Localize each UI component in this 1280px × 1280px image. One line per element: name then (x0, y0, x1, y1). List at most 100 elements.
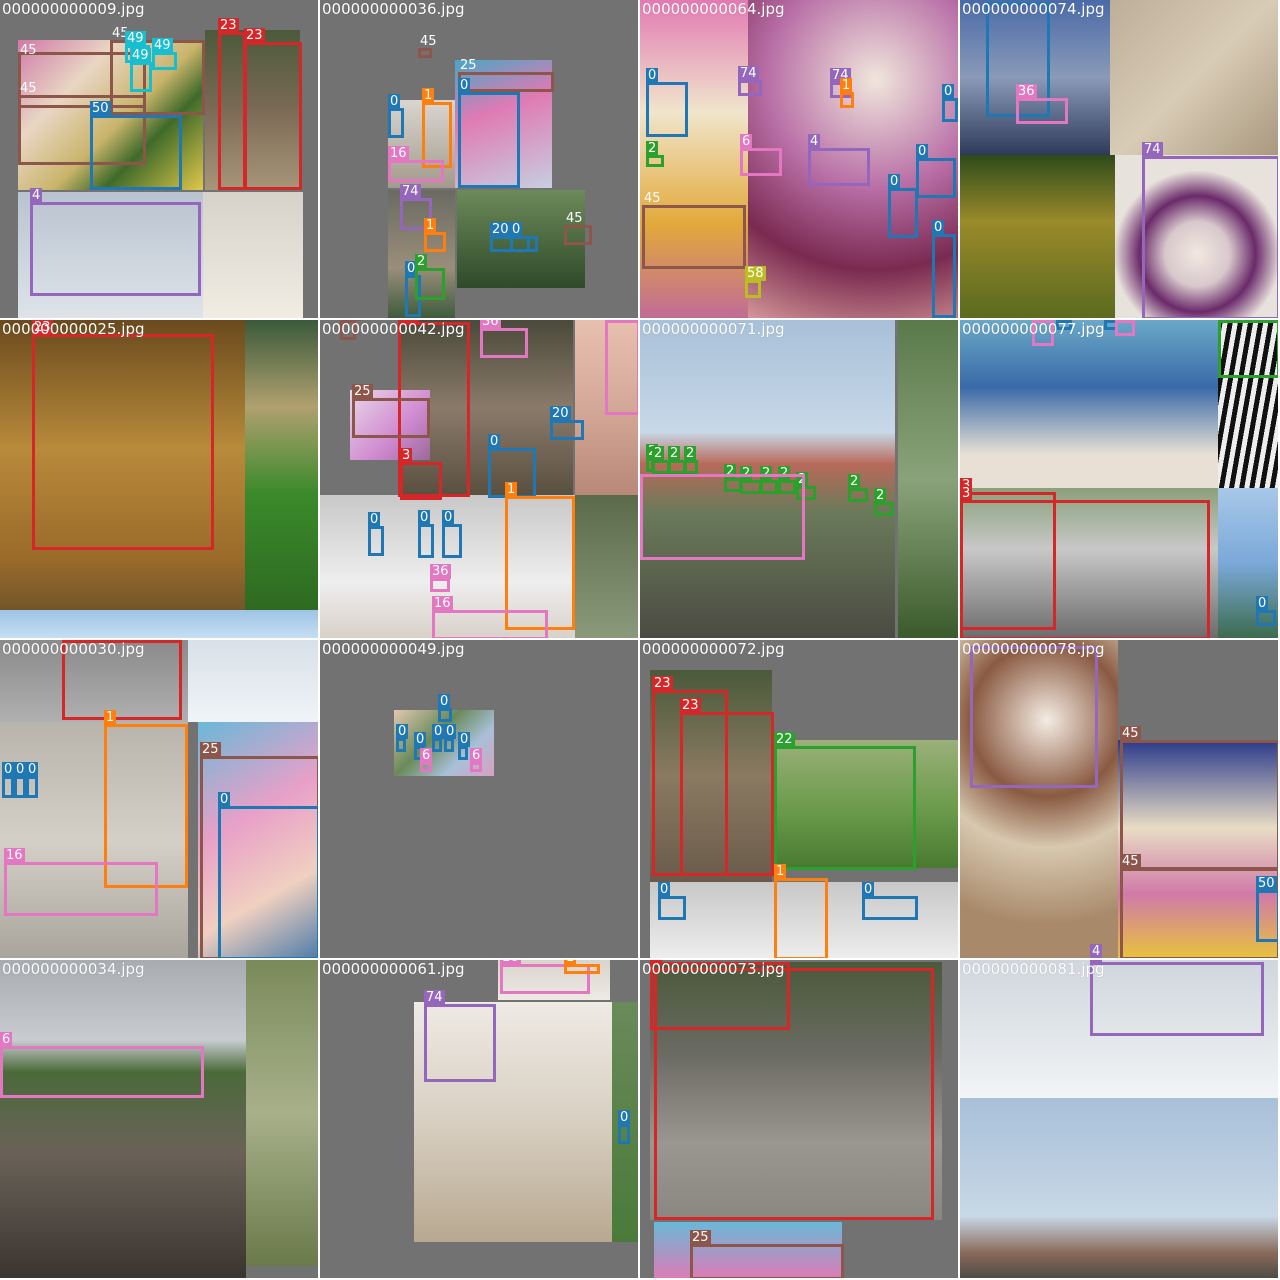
bbox-label: 2 (652, 446, 665, 461)
photo-railway (0, 960, 246, 1278)
bbox-label: 36 (1032, 320, 1053, 321)
bbox-label: 1 (424, 218, 437, 233)
bbox-zebra: 20 (550, 406, 584, 440)
bbox-clock (970, 646, 1098, 788)
file-name: 000000000034.jpg (2, 960, 145, 978)
bbox-airplane: 4 (1090, 960, 1264, 1036)
photo-wheel (0, 640, 188, 722)
bbox-label: 50 (90, 101, 111, 116)
bbox-bicycle: 1 (424, 218, 446, 252)
bbox-label: 0 (888, 174, 901, 189)
photo-airplane (18, 192, 203, 318)
bbox-label: 1 (774, 864, 787, 879)
bbox-person: 0 (438, 694, 452, 722)
bbox-car: 2 (760, 466, 778, 494)
bbox-label: 20 (490, 222, 511, 237)
mosaic-cell: 000000000042.jpg 75 23 36 16 25 20 0 3 1… (320, 320, 640, 640)
file-name: 000000000042.jpg (322, 320, 465, 338)
bbox-car: 2 (415, 254, 445, 300)
bbox-label: 25 (690, 1230, 711, 1245)
file-name: 000000000071.jpg (642, 320, 785, 338)
bbox-label: 0 (942, 84, 955, 99)
bbox-label: 2 (668, 446, 681, 461)
mosaic-cell: 000000000064.jpg 0 74 74 1 0 2 6 4 0 0 4… (640, 0, 960, 320)
bbox-bicycle: 1 (104, 710, 188, 888)
bbox-label: 2 (760, 466, 773, 481)
bbox-person: 0 (418, 510, 434, 558)
bbox-label: 25 (460, 58, 477, 73)
bbox-label: 0 (458, 78, 471, 93)
bbox-zebra: 22 (1218, 320, 1278, 378)
bbox-person: 0 (368, 512, 384, 556)
bbox-label: 75 (340, 320, 361, 321)
bbox-person: 0 (916, 144, 956, 198)
bbox-label: 2 (646, 141, 659, 156)
bbox-label: 0 (218, 792, 231, 807)
bbox-label: 1 (104, 710, 117, 725)
photo-leaves-71 (898, 320, 958, 638)
bbox-label: 49 (125, 31, 146, 46)
bbox-label: 50 (1256, 876, 1277, 891)
bbox-label: 16 (432, 596, 453, 611)
bbox-label: 3 (400, 448, 413, 463)
bbox-person: 0 (405, 261, 421, 317)
bbox-label: 0 (442, 510, 455, 525)
bbox-label: 58 (745, 266, 766, 281)
bbox-motorcycle: 3 (960, 486, 1210, 638)
bbox-label: 4 (30, 188, 43, 203)
bbox-person: 0 (646, 68, 688, 137)
bbox-car: 2 (646, 141, 664, 167)
bbox-label: 0 (405, 261, 418, 276)
bbox-label: 16 (4, 848, 25, 863)
mosaic-cell: 000000000036.jpg 45 25 1 0 0 16 74 1 20 … (320, 0, 640, 320)
bbox-person: 0 (932, 220, 956, 318)
photo-food-78 (1118, 740, 1278, 958)
mosaic-cell: 000000000061.jpg 16 1 74 0 (320, 960, 640, 1280)
bbox-label: 0 (14, 762, 27, 777)
bbox-label: 23 (218, 18, 239, 33)
bbox-label: 0 (438, 694, 451, 709)
photo-graffiti (960, 320, 1218, 488)
bbox-dog: 16 (605, 320, 638, 415)
bbox-train: 6 (0, 1032, 204, 1098)
bbox-label: 4 (1090, 960, 1103, 963)
bbox-bicycle: 1 (840, 78, 854, 108)
bbox-orange: 49 (130, 48, 152, 92)
bbox-label: 45 (1120, 854, 1141, 869)
bbox-motorcycle: 3 (62, 640, 182, 720)
bbox-label: 0 (1256, 596, 1269, 611)
bbox-bowl: 75 (340, 320, 361, 340)
bbox-label: 36 (1016, 84, 1037, 99)
bbox-label: 49 (152, 38, 173, 53)
bbox-label: 0 (932, 220, 945, 235)
bbox-label: 1 (840, 78, 853, 93)
bbox-giraffe: 23 (680, 698, 774, 876)
bbox-label: 0 (618, 1110, 631, 1125)
bbox-clock: 74 (738, 66, 762, 96)
file-name: 000000000025.jpg (2, 320, 145, 338)
bbox-label: 25 (352, 384, 373, 399)
file-name: 000000000078.jpg (962, 640, 1105, 658)
bbox-label: 45 (20, 43, 37, 58)
bbox-broccoli: 50 (90, 101, 182, 190)
bbox-clock: 74 (400, 184, 432, 230)
mosaic-cell: 000000000025.jpg 23 (0, 320, 320, 640)
bbox-train: 6 (470, 748, 483, 772)
bbox-label: 74 (424, 990, 445, 1005)
bbox-label: 6 (740, 134, 753, 149)
file-name: 000000000030.jpg (2, 640, 145, 658)
photo-umbrella-73 (654, 1222, 842, 1278)
bbox-person: 0 (618, 1110, 631, 1144)
bbox-label: 0 (862, 882, 875, 897)
bbox-person: 0 (888, 174, 918, 238)
bbox-label: 36 (430, 564, 451, 579)
bbox-label: 1 (505, 482, 518, 497)
bbox-label: 1 (422, 88, 435, 103)
bbox-motorcycle (654, 968, 934, 1220)
bbox-label: 45 (566, 211, 583, 226)
bbox-bowl: 45 (18, 43, 146, 108)
bbox-motorcycle: 3 (650, 960, 790, 1030)
bbox-label: 3 (650, 960, 663, 963)
bbox-umbrella: 45 (418, 34, 437, 58)
photo-food-pink (640, 0, 748, 318)
